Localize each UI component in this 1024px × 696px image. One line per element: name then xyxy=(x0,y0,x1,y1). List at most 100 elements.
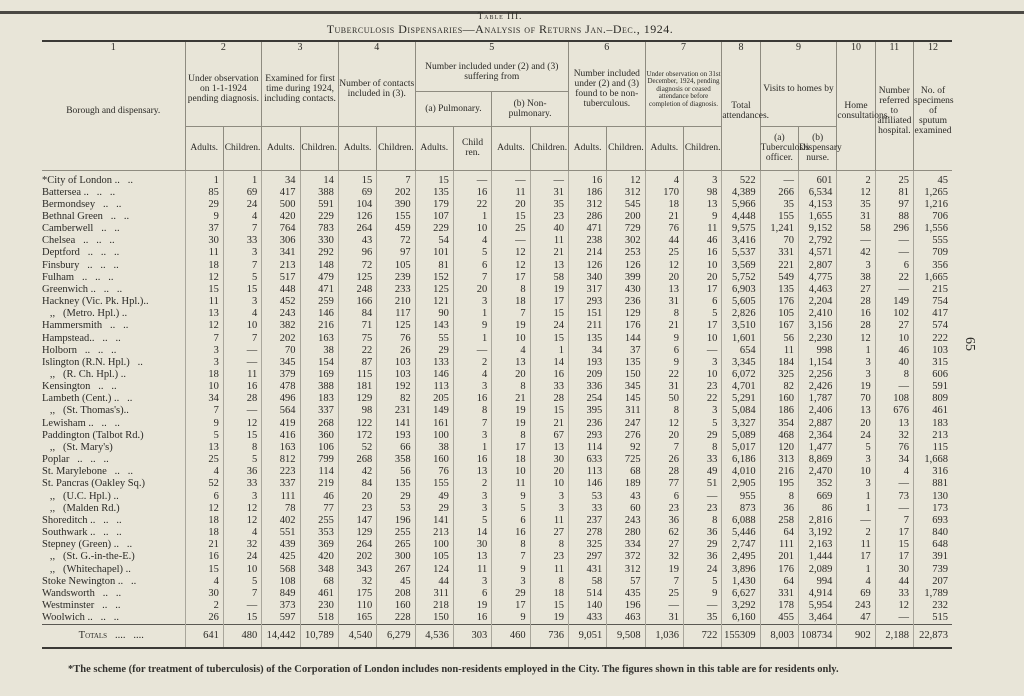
value-cell: 3 xyxy=(452,296,492,309)
value-cell: 97 xyxy=(376,247,416,260)
value-cell: 155 xyxy=(759,210,799,224)
value-cell: 5 xyxy=(452,247,492,260)
header-adults: Adults. xyxy=(414,126,454,171)
value-cell: — xyxy=(874,478,914,491)
value-cell: 16 xyxy=(567,170,607,187)
value-cell: 3 xyxy=(836,259,876,272)
table-row: Greenwich .. .. .. 15 15 448 471 248 233 125 20 8… xyxy=(42,283,952,297)
value-cell: 4,010 xyxy=(721,466,761,479)
table-row: ,, (St. Mary's) 13 8 163 106 52 66 38 1 17 13 114 92… xyxy=(42,441,952,455)
header-contacts: Number of contacts included in (3). xyxy=(337,53,416,127)
value-cell: 267 xyxy=(376,563,416,576)
value-cell: 6 xyxy=(682,296,722,309)
value-cell: 5,966 xyxy=(721,198,761,211)
borough-cell: Wandsworth .. .. xyxy=(42,587,122,599)
value-cell: — xyxy=(874,381,914,394)
value-cell: 186 xyxy=(567,186,607,199)
value-cell: 15 xyxy=(874,539,914,552)
value-cell: 654 xyxy=(721,344,761,357)
value-cell: 236 xyxy=(606,296,646,309)
value-cell: 29 xyxy=(184,198,224,211)
value-cell: 21 xyxy=(491,393,531,406)
value-cell: 12 xyxy=(184,502,224,515)
value-cell: 21 xyxy=(644,320,684,333)
value-cell: 232 xyxy=(913,599,952,613)
value-cell: 67 xyxy=(529,429,569,442)
value-cell: 5,291 xyxy=(721,393,761,406)
value-cell: 84 xyxy=(337,308,377,321)
col-number: 6 xyxy=(567,40,646,53)
value-cell: 331 xyxy=(759,247,799,260)
value-cell: 6,160 xyxy=(721,612,761,625)
table-row: Hackney (Vic. Pk. Hpl.).. 11 3 452 259 166 210… xyxy=(42,296,952,309)
value-cell: 216 xyxy=(759,466,799,479)
value-cell: 34 xyxy=(874,454,914,467)
header-children: Child ren. xyxy=(452,126,492,171)
value-cell: 19 xyxy=(529,612,569,625)
header-adults: Adults. xyxy=(337,126,377,171)
value-cell: 388 xyxy=(299,381,339,394)
value-cell: 9 xyxy=(491,563,531,576)
value-cell: 32 xyxy=(874,429,914,442)
value-cell: 152 xyxy=(414,271,454,284)
table-row: Battersea .. .. .. 85 69 417 388 69 202 135 16 11… xyxy=(42,186,952,199)
col-number: 8 xyxy=(721,40,761,53)
borough-cell: Fulham .. .. .. xyxy=(42,271,114,283)
value-cell: 5,084 xyxy=(721,405,761,418)
table-row: Chelsea .. .. .. 30 33 306 330 43 72 54 4—11 238 3… xyxy=(42,235,952,248)
value-cell: 11 xyxy=(491,478,531,491)
value-cell: 146 xyxy=(567,478,607,491)
value-cell: 165 xyxy=(337,612,377,625)
value-cell: 311 xyxy=(606,405,646,418)
value-cell: 6 xyxy=(184,490,224,503)
table-row: ,, (St. G.-in-the-E.) 16 24 425 420 202 300 105… xyxy=(42,551,952,564)
value-cell: 3,510 xyxy=(721,320,761,333)
value-cell: 1 xyxy=(836,563,876,576)
value-cell: 20 xyxy=(337,490,377,503)
value-cell: — xyxy=(491,170,531,187)
value-cell: 21 xyxy=(529,247,569,260)
value-cell: 219 xyxy=(299,478,339,491)
value-cell: 19 xyxy=(836,381,876,394)
value-cell: 3,896 xyxy=(721,563,761,576)
value-cell: 568 xyxy=(261,563,301,576)
value-cell: — xyxy=(874,283,914,297)
value-cell: 293 xyxy=(567,429,607,442)
table-row: Wandsworth .. .. 30 7 849 461 175 208 311 6 29 18 5… xyxy=(42,587,952,600)
value-cell: 115 xyxy=(913,441,952,455)
value-cell: 1,265 xyxy=(913,186,952,199)
value-cell: 648 xyxy=(913,539,952,552)
value-cell: 564 xyxy=(261,405,301,418)
value-cell: 103 xyxy=(913,344,952,357)
value-cell: 706 xyxy=(913,210,952,224)
value-cell: 518 xyxy=(299,612,339,625)
value-cell: 11 xyxy=(491,186,531,199)
header-under-observation: Under observation on 1-1-1924 pending di… xyxy=(184,53,262,127)
value-cell: 312 xyxy=(567,198,607,211)
value-cell: 16 xyxy=(452,186,492,199)
borough-cell: St. Marylebone .. .. xyxy=(42,466,133,478)
value-cell: 11 xyxy=(184,296,224,309)
value-cell: 6,534 xyxy=(798,186,837,199)
value-cell: 18 xyxy=(184,527,224,540)
value-cell: 6 xyxy=(644,344,684,357)
value-cell: 2,089 xyxy=(798,563,837,576)
value-cell: 155 xyxy=(376,210,416,224)
value-cell: 6 xyxy=(644,490,684,503)
value-cell: 3 xyxy=(529,502,569,515)
value-cell: 4,775 xyxy=(798,271,837,284)
value-cell: 151 xyxy=(567,308,607,321)
value-cell: 155309 xyxy=(721,624,761,650)
value-cell: 337 xyxy=(299,405,339,418)
header-children: Children. xyxy=(682,126,722,171)
value-cell: 113 xyxy=(567,466,607,479)
value-cell: 9,508 xyxy=(606,624,646,650)
value-cell: 150 xyxy=(606,369,646,382)
value-cell: 2,807 xyxy=(798,259,837,272)
table-row: Lambeth (Cent.) .. .. 34 28 496 183 129 82 205 1… xyxy=(42,393,952,406)
value-cell: 126 xyxy=(606,259,646,272)
value-cell: 13 xyxy=(644,283,684,297)
value-cell: 8 xyxy=(874,369,914,382)
value-cell: 425 xyxy=(261,551,301,564)
value-cell: 3 xyxy=(452,429,492,442)
